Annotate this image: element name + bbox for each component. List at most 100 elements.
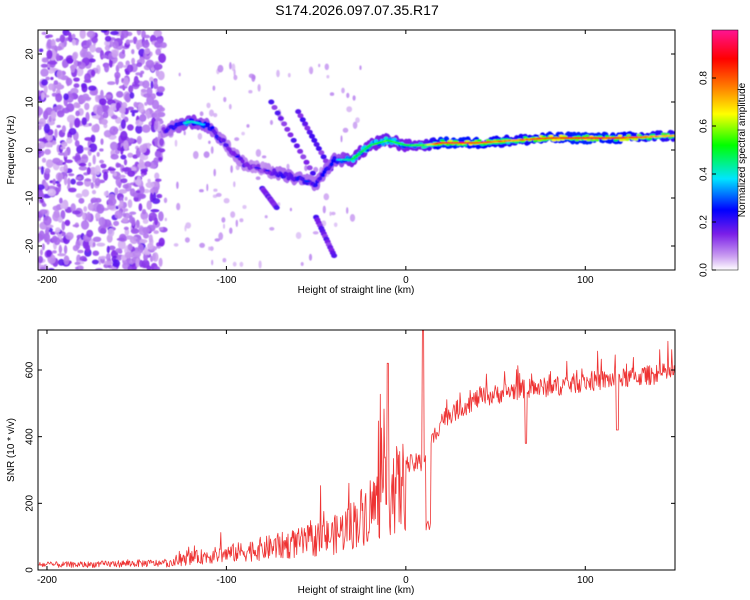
noise-blob bbox=[88, 143, 98, 153]
noise-blob bbox=[286, 163, 290, 170]
noise-blob bbox=[98, 98, 107, 106]
noise-blob bbox=[230, 211, 236, 218]
noise-blob bbox=[39, 249, 43, 256]
noise-blob bbox=[133, 101, 138, 108]
noise-blob bbox=[88, 123, 92, 127]
noise-blob bbox=[41, 58, 49, 63]
noise-blob bbox=[107, 228, 115, 237]
noise-blob bbox=[331, 211, 336, 216]
noise-blob bbox=[222, 258, 227, 263]
noise-blob bbox=[141, 173, 145, 178]
noise-blob bbox=[289, 207, 292, 212]
noise-blob bbox=[128, 85, 134, 94]
noise-blob bbox=[142, 80, 150, 89]
noise-blob bbox=[43, 85, 48, 94]
noise-blob bbox=[157, 70, 165, 81]
noise-blob bbox=[308, 66, 314, 75]
noise-blob bbox=[66, 137, 73, 144]
noise-blob bbox=[38, 184, 45, 191]
noise-blob bbox=[127, 106, 134, 111]
noise-blob bbox=[359, 65, 362, 70]
noise-blob bbox=[154, 62, 160, 71]
noise-blob bbox=[156, 193, 163, 199]
noise-blob bbox=[235, 219, 238, 227]
noise-blob bbox=[329, 211, 332, 217]
noise-blob bbox=[39, 197, 44, 204]
noise-blob bbox=[50, 45, 57, 50]
noise-blob bbox=[276, 69, 280, 78]
noise-blob bbox=[72, 210, 81, 215]
noise-blob bbox=[340, 135, 343, 143]
noise-blob bbox=[139, 259, 144, 268]
spectrogram-y-label: Frequency (Hz) bbox=[6, 116, 17, 185]
colorbar-tick-label: 0.2 bbox=[699, 215, 710, 229]
ridge-body bbox=[477, 139, 482, 142]
noise-blob bbox=[48, 83, 54, 91]
noise-blob bbox=[208, 140, 211, 144]
noise-blob bbox=[96, 242, 106, 247]
noise-blob bbox=[123, 226, 129, 231]
noise-blob bbox=[154, 109, 162, 119]
snr-ticks: -200 -100 0 100 0 200 400 600 bbox=[25, 330, 675, 586]
streak-blob bbox=[311, 137, 318, 143]
noise-blob bbox=[43, 215, 52, 226]
noise-blob bbox=[246, 124, 250, 128]
y-tick-label: 20 bbox=[25, 48, 36, 60]
noise-blob bbox=[269, 227, 275, 231]
noise-blob bbox=[46, 49, 53, 60]
noise-blob bbox=[149, 192, 153, 203]
noise-blob bbox=[120, 154, 127, 160]
noise-blob bbox=[129, 236, 139, 245]
streak-blob bbox=[313, 142, 320, 147]
noise-blob bbox=[154, 150, 162, 158]
noise-blob bbox=[60, 210, 66, 220]
noise-blob bbox=[41, 79, 48, 86]
noise-blob bbox=[143, 34, 151, 39]
y-tick-label: 0 bbox=[25, 567, 36, 573]
ridge-core bbox=[234, 155, 240, 158]
noise-blob bbox=[50, 231, 56, 235]
x-tick-label: -200 bbox=[37, 275, 57, 286]
noise-blob bbox=[346, 106, 353, 113]
noise-blob bbox=[104, 94, 112, 99]
streak-blob bbox=[315, 146, 322, 152]
streak-blob bbox=[271, 105, 278, 110]
noise-blob bbox=[55, 46, 63, 51]
noise-blob bbox=[41, 203, 47, 207]
noise-blob bbox=[126, 124, 134, 131]
noise-blob bbox=[160, 42, 167, 49]
noise-blob bbox=[137, 193, 147, 200]
noise-blob bbox=[173, 243, 179, 247]
noise-blob bbox=[100, 30, 108, 33]
noise-blob bbox=[141, 124, 151, 133]
noise-blob bbox=[95, 212, 101, 220]
noise-blob bbox=[199, 242, 206, 248]
ridge-core bbox=[359, 150, 365, 153]
noise-blob bbox=[355, 117, 360, 123]
noise-blob bbox=[118, 189, 128, 194]
noise-blob bbox=[223, 223, 225, 229]
noise-blob bbox=[75, 266, 79, 270]
noise-blob bbox=[121, 102, 128, 109]
noise-blob bbox=[132, 83, 140, 87]
x-tick-label: 100 bbox=[577, 275, 594, 286]
noise-blob bbox=[116, 237, 125, 241]
noise-blob bbox=[110, 114, 118, 120]
noise-blob bbox=[41, 92, 45, 101]
noise-blob bbox=[137, 102, 145, 113]
y-tick-label: 600 bbox=[25, 361, 36, 378]
ridge-body bbox=[494, 142, 499, 145]
noise-blob bbox=[130, 228, 140, 234]
noise-blob bbox=[164, 217, 167, 222]
noise-blob bbox=[38, 106, 44, 116]
noise-blob bbox=[57, 152, 66, 156]
noise-blob bbox=[91, 259, 99, 265]
noise-blob bbox=[313, 166, 319, 173]
noise-blob bbox=[124, 196, 128, 201]
noise-blob bbox=[213, 168, 216, 177]
noise-blob bbox=[73, 102, 80, 109]
noise-blob bbox=[38, 141, 46, 149]
noise-blob bbox=[81, 154, 89, 164]
noise-blob bbox=[107, 197, 117, 206]
noise-blob bbox=[63, 93, 69, 101]
